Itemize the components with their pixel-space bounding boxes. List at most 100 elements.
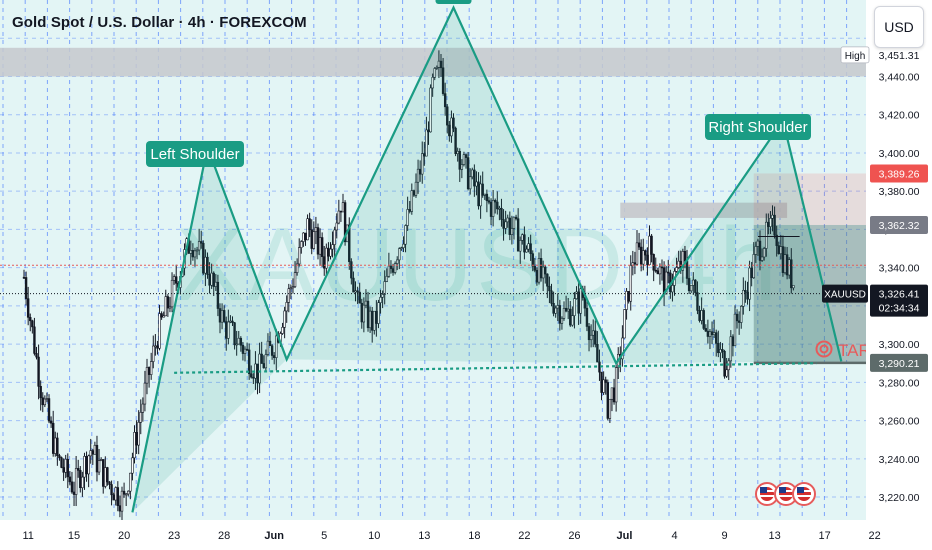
economic-events[interactable] (755, 482, 816, 506)
candle-body (64, 458, 67, 473)
candle-body (127, 490, 130, 495)
candle-body (283, 310, 286, 328)
candle-body (660, 266, 664, 269)
candle-body (667, 271, 670, 274)
event-icon-canton[interactable] (779, 487, 786, 493)
candle-body (558, 305, 562, 324)
candle-body (81, 476, 84, 489)
candle-body (291, 286, 295, 289)
candle-body (596, 343, 599, 363)
candle-body (629, 265, 632, 302)
candle-body (560, 318, 564, 324)
candle-body (452, 117, 455, 129)
time-tick-label: 5 (321, 530, 327, 542)
candle-body (24, 277, 28, 299)
candle-body (769, 218, 772, 227)
candle-body (195, 249, 199, 252)
candle-body (300, 241, 303, 248)
target-icon (815, 340, 833, 358)
event-icon-canton[interactable] (760, 487, 767, 493)
candle-body (158, 313, 161, 349)
candle-body (145, 367, 149, 384)
candle-body (454, 127, 457, 154)
us-flag-event-icon[interactable] (755, 482, 779, 506)
candle-body (414, 181, 418, 196)
candle-body (650, 235, 653, 255)
candle-body (687, 278, 691, 292)
candle-body (585, 307, 589, 327)
event-icon-stripe[interactable] (797, 495, 811, 497)
target-marker: TAR (815, 340, 866, 360)
candle-body (335, 222, 338, 231)
candle-body (548, 285, 551, 292)
candle-body (446, 106, 449, 126)
pattern-fill (132, 147, 287, 513)
time-tick-label: 13 (418, 530, 430, 542)
candle-body (310, 229, 313, 249)
candle-body (633, 262, 637, 265)
price-axis-background[interactable] (866, 0, 932, 550)
candle-body (504, 221, 507, 229)
candle-body (93, 444, 97, 455)
candle-body (31, 320, 34, 328)
symbol-title[interactable]: Gold Spot / U.S. Dollar · 4h · FOREXCOM (12, 14, 307, 31)
candle-body (49, 420, 53, 424)
candle-body (193, 250, 197, 258)
event-icon-stripe[interactable] (760, 495, 774, 497)
candle-body (77, 468, 80, 471)
candle-body (379, 296, 382, 303)
candle-body (393, 263, 397, 273)
candle-body (285, 302, 288, 312)
candle-body (652, 254, 655, 271)
time-axis-background[interactable] (0, 520, 866, 550)
candle-body (308, 218, 311, 231)
candle-body (97, 460, 101, 473)
candle-body (694, 279, 697, 293)
candle-body (333, 229, 336, 245)
time-tick-label: Jul (617, 530, 633, 542)
candle-body (740, 306, 743, 323)
candle-body (118, 505, 122, 512)
event-icon-stripe[interactable] (779, 495, 793, 497)
stop-price-label-box (870, 164, 928, 183)
candle-body (389, 265, 393, 269)
us-flag-event-icon[interactable] (792, 482, 816, 506)
candle-body (491, 200, 495, 217)
candle-body (122, 490, 126, 495)
time-tick-label: 22 (518, 530, 530, 542)
candle-body (744, 290, 747, 293)
candle-body (200, 241, 203, 244)
high-price-label-box (870, 45, 928, 64)
left-shoulder-label-text: Left Shoulder (150, 146, 239, 163)
candle-body (723, 351, 726, 377)
price-tick-label: 3,340.00 (879, 263, 920, 275)
us-flag-event-icon[interactable] (774, 482, 798, 506)
left-shoulder-label: Left Shoulder (146, 141, 244, 167)
currency-button[interactable]: USD (874, 6, 924, 48)
candle-body (95, 444, 99, 473)
candle-body (508, 217, 512, 235)
candle-body (671, 285, 674, 293)
candle-body (327, 247, 330, 257)
candle-body (600, 371, 603, 393)
candle-body (275, 335, 278, 358)
candle-body (487, 200, 491, 203)
candle-body (683, 251, 687, 262)
time-tick-label: 15 (68, 530, 80, 542)
candle-body (550, 290, 553, 304)
candle-body (149, 361, 153, 375)
candle-body (398, 248, 401, 261)
candle-body (99, 459, 103, 461)
candle-body (429, 87, 432, 133)
time-tick-label: 9 (721, 530, 727, 542)
candle-body (112, 494, 115, 501)
candle-body (108, 481, 111, 485)
last-price-box (870, 284, 928, 317)
price-labels: High 3,451.31 3,389.26 3,362.32 3,290.21 XAUU… (822, 45, 928, 372)
event-icon-canton[interactable] (797, 487, 804, 493)
candle-body (735, 313, 739, 322)
candle-body (60, 457, 63, 468)
candle-body (675, 267, 678, 272)
time-tick-label: 23 (168, 530, 180, 542)
